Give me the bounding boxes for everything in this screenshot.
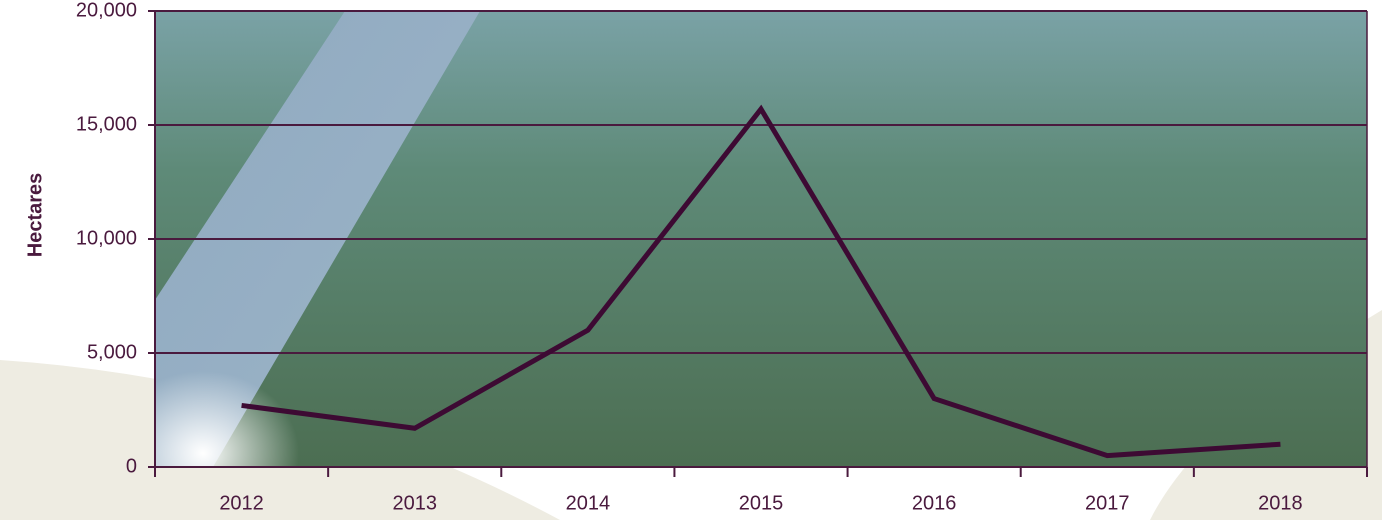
x-tick-label: 2012: [219, 492, 264, 514]
x-tick-label: 2018: [1258, 492, 1303, 514]
y-tick-label: 10,000: [76, 227, 137, 249]
y-axis-title: Hectares: [24, 173, 46, 258]
x-tick-label: 2015: [739, 492, 784, 514]
x-tick-label: 2014: [566, 492, 611, 514]
y-tick-label: 20,000: [76, 0, 137, 21]
y-tick-label: 5,000: [87, 341, 137, 363]
data-line: [241, 104, 1281, 459]
x-tick-label: 2013: [392, 492, 437, 514]
grid: [155, 10, 1367, 468]
y-tick-label: 0: [126, 455, 137, 477]
x-tick-label: 2016: [912, 492, 957, 514]
glare: [155, 330, 315, 467]
y-tick-label: 15,000: [76, 113, 137, 135]
x-tick-label: 2017: [1085, 492, 1130, 514]
